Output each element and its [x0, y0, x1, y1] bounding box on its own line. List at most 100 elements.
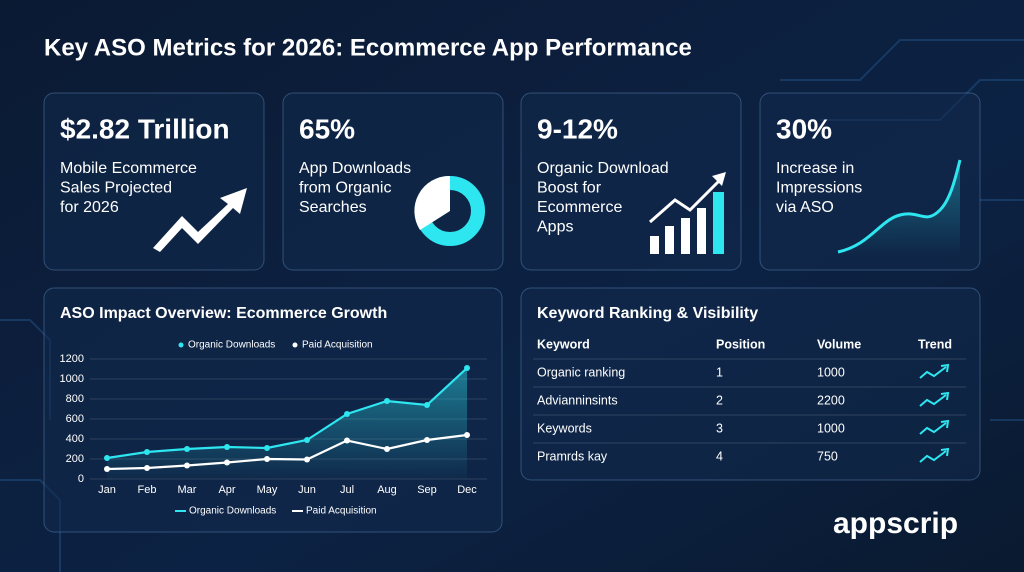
metric-description: Searches [299, 199, 367, 216]
legend-label: Organic Downloads [188, 340, 275, 351]
trend-icon-head [940, 447, 950, 457]
data-point [464, 432, 470, 438]
table-cell: 750 [817, 449, 838, 463]
data-point [344, 437, 350, 444]
table-cell: Pramrds kay [537, 449, 608, 463]
legend-label: Organic Downloads [189, 506, 276, 517]
chart-title: ASO Impact Overview: Ecommerce Growth [60, 305, 387, 322]
data-point [104, 466, 110, 472]
metric-description: Ecommerce [537, 199, 622, 216]
x-tick-label: Dec [457, 484, 477, 496]
table-cell: 3 [716, 421, 723, 435]
metric-description: Boost for [537, 180, 602, 197]
x-tick-label: Aug [377, 484, 397, 496]
series-line [106, 367, 468, 460]
data-point [464, 365, 470, 371]
metric-value: 65% [299, 113, 355, 144]
table-cell: Keywords [537, 421, 592, 435]
column-header: Position [716, 337, 765, 351]
metric-description: Mobile Ecommerce [60, 160, 197, 177]
y-tick-label: 400 [66, 433, 84, 445]
metric-value: 9-12% [537, 113, 618, 144]
table-cell: 4 [716, 449, 723, 463]
y-tick-label: 600 [66, 413, 84, 425]
legend-label: Paid Acquisition [306, 506, 377, 517]
table-cell: Organic ranking [537, 365, 625, 379]
table-panel [520, 287, 981, 481]
trend-icon-head [940, 419, 950, 429]
y-tick-label: 1000 [60, 373, 84, 385]
data-point [384, 446, 390, 452]
line-chart: 0 200 400 600 800 1000 1200 Jan Feb Mar Apr May Jun J… [60, 340, 487, 517]
table-cell: 1 [716, 365, 723, 379]
data-point [264, 445, 270, 451]
data-point [424, 402, 430, 408]
trend-icon-head [940, 391, 950, 401]
data-point [304, 456, 310, 463]
metric-description: App Downloads [299, 160, 411, 177]
data-point [224, 444, 230, 450]
metric-description: Increase in [776, 160, 854, 177]
data-point [104, 455, 110, 461]
data-point [224, 459, 230, 466]
metric-description: from Organic [299, 180, 391, 197]
icon-curve [837, 159, 962, 256]
column-header: Trend [918, 337, 952, 351]
column-header: Volume [817, 337, 861, 351]
legend-label: Paid Acquisition [302, 340, 373, 351]
icon-donut [414, 175, 485, 246]
area [107, 368, 467, 479]
metric-value: 30% [776, 113, 832, 144]
x-tick-label: May [257, 484, 278, 496]
legend-marker [178, 342, 184, 348]
x-tick-label: Jan [98, 484, 116, 496]
trend-icon [919, 450, 947, 463]
brand: appscrip [833, 507, 958, 540]
metric-description: Impressions [776, 180, 862, 197]
table-title: Keyword Ranking & Visibility [537, 305, 758, 322]
x-tick-label: Apr [218, 484, 235, 496]
table-cell: 2200 [817, 393, 845, 407]
trend-icon [919, 394, 947, 407]
data-point [184, 446, 190, 452]
legend-marker [292, 342, 298, 348]
data-point [144, 449, 150, 455]
trend-icon-head [940, 363, 950, 373]
data-point [384, 398, 390, 404]
y-tick-label: 1200 [60, 353, 84, 365]
x-tick-label: Mar [178, 484, 197, 496]
trend-icon [919, 366, 947, 379]
metric-description: Organic Download [537, 160, 669, 177]
x-tick-label: Sep [417, 484, 437, 496]
metric-value: $2.82 Trillion [60, 113, 230, 144]
table-cell: 2 [716, 393, 723, 407]
data-point [184, 462, 190, 469]
table-cell: 1000 [817, 421, 845, 435]
x-tick-label: Jun [298, 484, 316, 496]
y-tick-label: 800 [66, 393, 84, 405]
series-line [106, 433, 468, 471]
data-point [304, 437, 310, 443]
metric-description: for 2026 [60, 199, 119, 216]
metric-description: Apps [537, 219, 573, 236]
trend-icon [919, 422, 947, 435]
table-cell: Advianninsints [537, 393, 618, 407]
data-point [424, 437, 430, 443]
page-title: Key ASO Metrics for 2026: Ecommerce App … [44, 34, 692, 61]
column-header: Keyword [537, 337, 590, 351]
icon-arrow [153, 188, 247, 252]
data-point [144, 465, 150, 471]
metric-card [282, 92, 504, 271]
x-tick-label: Jul [340, 484, 354, 496]
keyword-table: Keyword Position Volume Trend Organic rankin… [533, 337, 966, 463]
metric-description: via ASO [776, 199, 834, 216]
x-tick-label: Feb [138, 484, 157, 496]
metric-description: Sales Projected [60, 180, 172, 197]
icon-bars [649, 172, 726, 254]
y-tick-label: 200 [66, 453, 84, 465]
y-tick-label: 0 [78, 473, 84, 485]
data-point [264, 456, 270, 462]
data-point [344, 411, 350, 417]
